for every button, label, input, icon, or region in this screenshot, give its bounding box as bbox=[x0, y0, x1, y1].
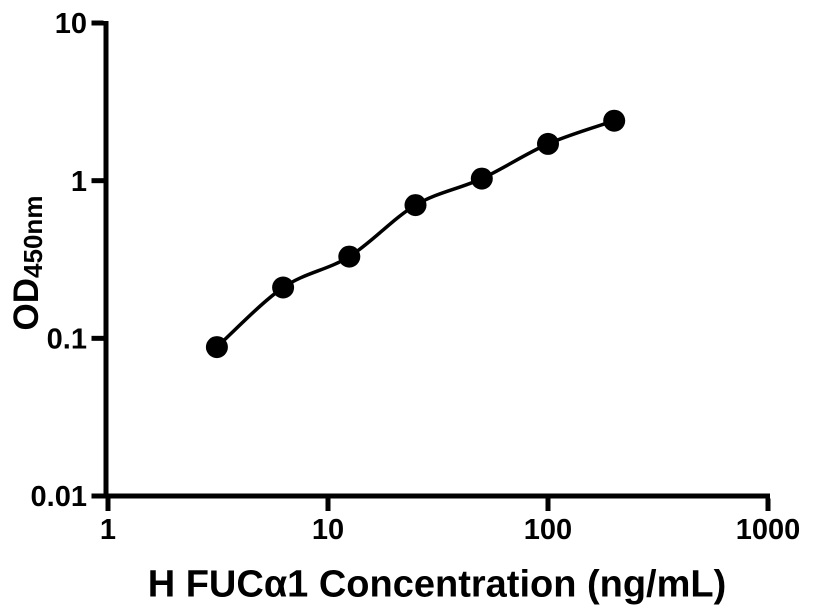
data-point-marker-6.25 bbox=[272, 276, 295, 299]
y-tick-label-1: 1 bbox=[71, 166, 87, 198]
x-tick-label-10: 10 bbox=[312, 514, 344, 546]
y-tick-label-0.1: 0.1 bbox=[47, 323, 87, 355]
x-tick-label-1000: 1000 bbox=[736, 514, 801, 546]
x-tick-label-100: 100 bbox=[524, 514, 572, 546]
data-point-marker-12.5 bbox=[338, 245, 361, 268]
y-axis-title-main: OD bbox=[7, 277, 47, 331]
data-point-marker-200 bbox=[603, 109, 626, 132]
y-tick-label-0.01: 0.01 bbox=[31, 481, 87, 513]
y-axis-title: OD450nm bbox=[7, 196, 49, 331]
data-point-marker-25 bbox=[404, 194, 427, 217]
y-axis-title-subscript: 450nm bbox=[17, 195, 48, 278]
y-tick-label-10: 10 bbox=[55, 8, 87, 40]
x-tick-label-1: 1 bbox=[100, 514, 116, 546]
data-point-marker-3.125 bbox=[205, 336, 228, 359]
x-axis-title: H FUCα1 Concentration (ng/mL) bbox=[147, 563, 727, 606]
data-point-marker-50 bbox=[470, 167, 493, 190]
data-point-marker-100 bbox=[537, 132, 559, 155]
standard-curve-line bbox=[215, 119, 615, 349]
